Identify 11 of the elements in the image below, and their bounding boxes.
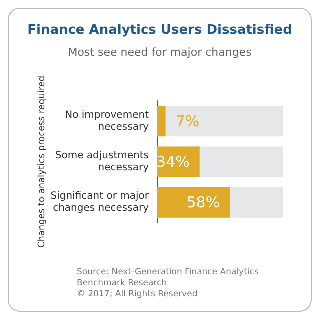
y-tick-label: No improvement necessary	[65, 110, 150, 133]
y-tick-label: Significant or major changes necessary	[50, 191, 150, 214]
chart-title: Finance Analytics Users Dissatisfied	[28, 23, 292, 38]
y-tick-label: Some adjustments necessary	[55, 150, 150, 174]
source-note: Source: Next-Generation Finance Analytics Benchmark Research	[77, 268, 260, 288]
chart-subtitle: Most see need for major changes	[68, 46, 252, 59]
text: © 2017; All Rights Reserved	[77, 290, 198, 300]
y-axis-title: Changes to analytics process required	[37, 76, 48, 248]
data-label: 34%	[156, 153, 190, 171]
data-label: 7%	[176, 112, 200, 130]
data-label: 58%	[186, 194, 220, 212]
